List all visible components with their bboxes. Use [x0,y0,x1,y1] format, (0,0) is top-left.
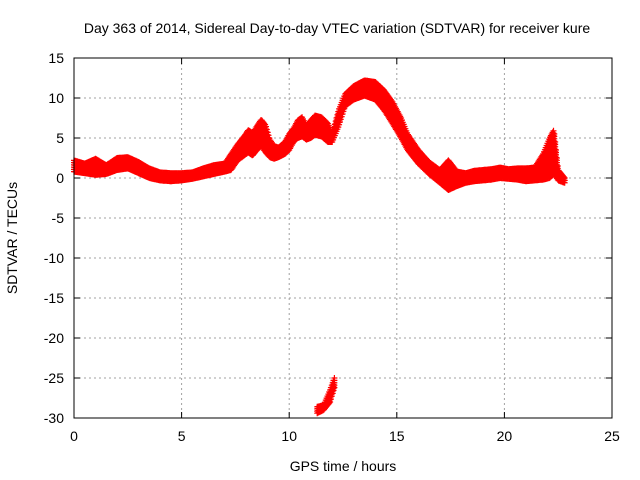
x-tick-label: 0 [70,428,78,444]
data-points [71,77,568,417]
data-point [339,111,346,117]
x-tick-label: 25 [604,428,620,444]
y-tick-label: -15 [44,290,64,306]
main-trace [71,77,568,193]
y-tick-label: -25 [44,370,64,386]
y-tick-label: 5 [56,130,64,146]
y-tick-label: 10 [48,90,64,106]
outlier-trace [314,375,338,417]
chart-title: Day 363 of 2014, Sidereal Day-to-day VTE… [84,20,590,36]
data-point [336,121,343,128]
x-tick-label: 5 [178,428,186,444]
y-axis-label: SDTVAR / TECUs [4,182,20,294]
y-tick-label: 0 [56,170,64,186]
y-tick-label: -30 [44,410,64,426]
data-point [341,105,348,112]
x-tick-label: 10 [281,428,297,444]
data-point [337,119,343,125]
x-axis-label: GPS time / hours [290,458,397,474]
x-tick-label: 15 [389,428,405,444]
y-tick-label: -20 [44,330,64,346]
data-point [337,116,344,123]
y-tick-label: 15 [48,50,64,66]
y-tick-label: -5 [52,210,65,226]
x-tick-label: 20 [497,428,513,444]
data-point [338,113,345,120]
y-tick-label: -10 [44,250,64,266]
data-point [340,108,347,115]
